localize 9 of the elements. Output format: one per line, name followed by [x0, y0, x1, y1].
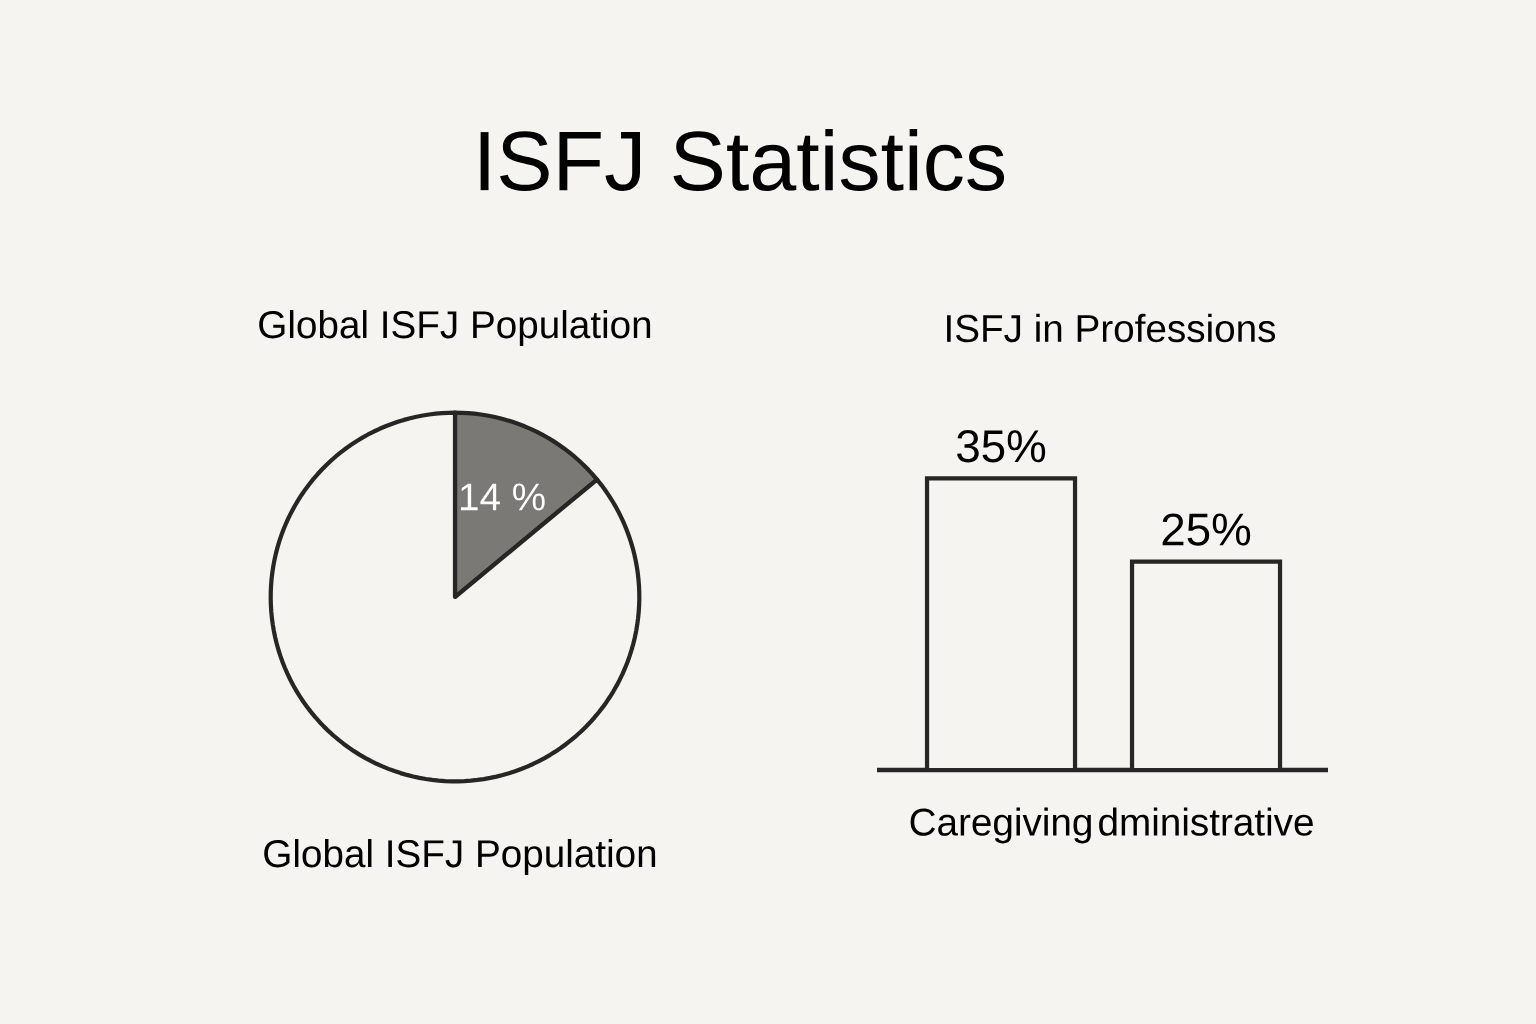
- x-tick-label: Caregiving: [910, 807, 1091, 844]
- data-label: 14 %: [460, 483, 545, 511]
- chart-subtitle: Global ISFJ Population: [259, 309, 651, 346]
- chart-title: ISFJ in Professions: [947, 313, 1276, 343]
- x-tick-label: dministrative: [1099, 807, 1313, 836]
- text: Global ISFJ Population: [264, 838, 656, 875]
- chart-title: ISFJ Statistics: [480, 129, 1005, 191]
- data-label: 25%: [1162, 513, 1251, 546]
- data-label: 35%: [957, 430, 1046, 463]
